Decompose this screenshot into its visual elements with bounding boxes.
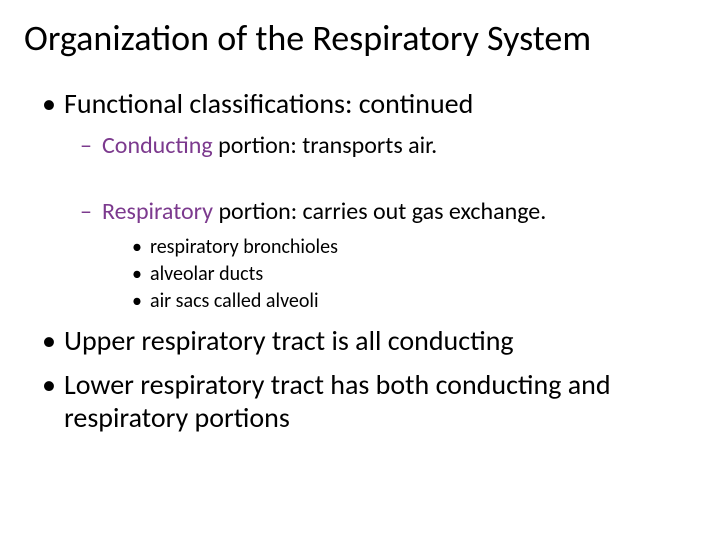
bullet-l3: • respiratory bronchioles [132, 235, 696, 260]
slide: Organization of the Respiratory System •… [0, 0, 720, 540]
spacer [24, 169, 696, 197]
bullet-text: air sacs called alveoli [150, 289, 319, 314]
rest-text: portion: transports air. [213, 131, 437, 160]
slide-title: Organization of the Respiratory System [24, 18, 696, 59]
bullet-text: Conducting portion: transports air. [102, 131, 437, 161]
keyword: Respiratory [102, 197, 213, 226]
bullet-l3: • alveolar ducts [132, 262, 696, 287]
bullet-l2: Conducting portion: transports air. [80, 131, 696, 161]
bullet-dot-icon: • [42, 87, 64, 121]
bullet-dot-icon: • [132, 235, 150, 260]
bullet-text: alveolar ducts [150, 262, 263, 287]
bullet-l2: Respiratory portion: carries out gas exc… [80, 197, 696, 227]
bullet-l1: • Lower respiratory tract has both condu… [42, 368, 696, 435]
bullet-text: Respiratory portion: carries out gas exc… [102, 197, 546, 227]
bullet-text: Functional classifications: continued [64, 87, 473, 121]
rest-text: portion: carries out gas exchange. [213, 197, 546, 226]
bullet-l1: • Functional classifications: continued [42, 87, 696, 121]
keyword: Conducting [102, 131, 213, 160]
bullet-text: Upper respiratory tract is all conductin… [64, 324, 514, 358]
bullet-text: Lower respiratory tract has both conduct… [64, 368, 696, 435]
bullet-dot-icon: • [42, 324, 64, 358]
bullet-dot-icon: • [132, 289, 150, 314]
bullet-l1: • Upper respiratory tract is all conduct… [42, 324, 696, 358]
dash-icon [80, 131, 102, 161]
bullet-dot-icon: • [42, 368, 64, 435]
bullet-l3: • air sacs called alveoli [132, 289, 696, 314]
bullet-dot-icon: • [132, 262, 150, 287]
dash-icon [80, 197, 102, 227]
bullet-text: respiratory bronchioles [150, 235, 338, 260]
